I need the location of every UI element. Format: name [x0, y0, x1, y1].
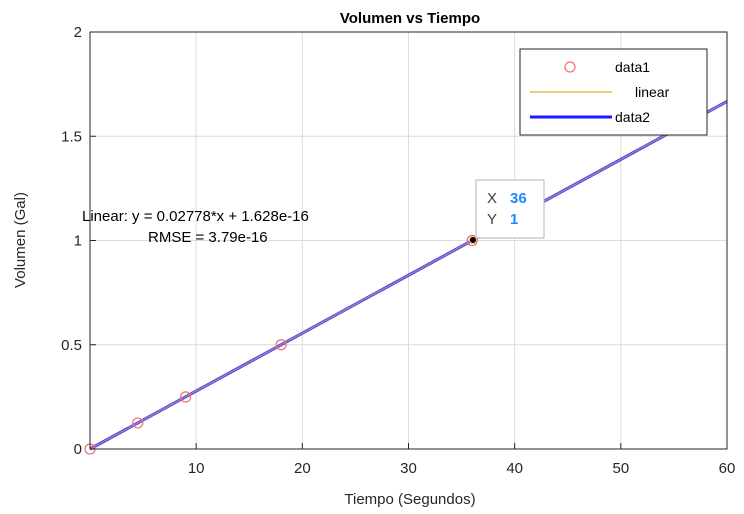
x-tick-label: 30 — [400, 460, 417, 477]
y-tick-label: 1 — [74, 233, 82, 250]
x-tick-label: 60 — [719, 460, 736, 477]
data1-point — [275, 339, 287, 351]
datatip-x-value: 36 — [510, 190, 527, 207]
y-tick-label: 0.5 — [61, 337, 82, 354]
y-tick-label: 2 — [74, 24, 82, 41]
legend-marker-data1 — [564, 61, 576, 73]
x-tick-label: 40 — [506, 460, 523, 477]
ticks: 10 20 30 40 50 60 0 0.5 1 1.5 2 — [61, 24, 735, 477]
datatip[interactable]: X 36 Y 1 — [469, 179, 545, 244]
datatip-x-label: X — [487, 190, 497, 207]
datatip-y-value: 1 — [510, 211, 518, 228]
datatip-box — [475, 179, 545, 239]
data1-point — [466, 234, 478, 247]
data1-point — [132, 417, 144, 429]
fit-rmse-text: RMSE = 3.79e-16 — [148, 229, 268, 246]
datatip-y-label: Y — [487, 211, 497, 228]
legend[interactable]: data1 linear data2 — [519, 48, 708, 136]
y-axis-label: Volumen (Gal) — [12, 192, 29, 288]
y-tick-label: 1.5 — [61, 128, 82, 145]
legend-label-data1: data1 — [615, 59, 650, 75]
x-tick-label: 20 — [294, 460, 311, 477]
x-axis-label: Tiempo (Segundos) — [344, 491, 475, 508]
y-tick-label: 0 — [74, 441, 82, 458]
data1-point — [179, 391, 192, 403]
legend-label-linear: linear — [635, 84, 670, 100]
chart-title: Volumen vs Tiempo — [340, 10, 480, 27]
legend-label-data2: data2 — [615, 109, 650, 125]
fit-lines — [89, 100, 728, 451]
x-tick-label: 10 — [188, 460, 205, 477]
x-tick-label: 50 — [612, 460, 629, 477]
fit-equation-text: Linear: y = 0.02778*x + 1.628e-16 — [82, 208, 309, 225]
datatip-point[interactable] — [469, 236, 477, 244]
series-line-linear — [89, 100, 728, 450]
